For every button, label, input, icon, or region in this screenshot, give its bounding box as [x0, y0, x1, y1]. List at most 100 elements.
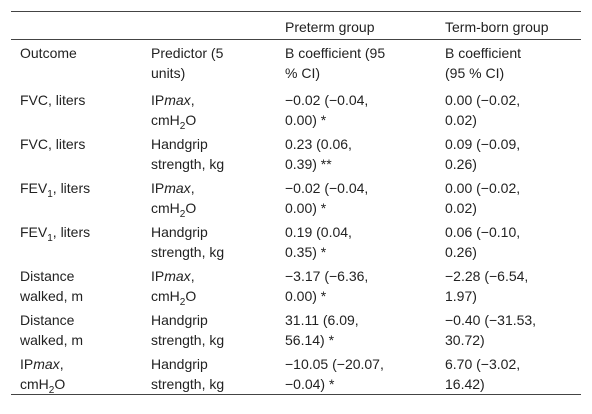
cell-line: 0.00) *: [285, 111, 327, 128]
text-segment: O: [185, 111, 197, 128]
cell-line: strength, kg: [151, 155, 225, 172]
text-segment: 2: [48, 384, 55, 396]
cell-line: (95 % CI): [445, 65, 505, 81]
table-cell: Handgrip strength, kg: [142, 307, 276, 351]
table-cell: −0.02 (−0.04, 0.00) *: [276, 175, 436, 219]
text-segment: O: [185, 199, 197, 216]
table-row: FVC, liters IPmax, cmH2O −0.02 (−0.04, 0.00)…: [11, 87, 581, 132]
cell-line: 0.09 (−0.09,: [445, 135, 521, 152]
table-cell: 0.23 (0.06, 0.39) **: [276, 131, 436, 175]
cell-line: −2.28 (−6.54,: [445, 267, 529, 284]
text-segment: max: [164, 179, 191, 196]
text-segment: 1: [47, 232, 53, 244]
cell-line: strength, kg: [151, 243, 225, 260]
table-cell: −0.40 (−31.53, 30.72): [436, 307, 581, 351]
text-segment: 1: [47, 188, 53, 200]
table-cell: Distance walked, m: [11, 307, 142, 351]
cell-line: strength, kg: [151, 375, 225, 392]
cell-line: 30.72): [445, 331, 485, 348]
text-segment: FEV: [20, 179, 48, 196]
cell-line: Handgrip: [151, 223, 208, 240]
table-cell: IPmax, cmH2O: [142, 87, 276, 132]
text-segment: IP: [151, 267, 165, 284]
cell-line: FEV1, liters: [20, 178, 142, 200]
cell-line: 0.02): [445, 199, 477, 216]
cell-line: −3.17 (−6.36,: [285, 267, 369, 284]
cell-line: FVC, liters: [20, 91, 86, 108]
cell-line: walked, m: [20, 331, 84, 348]
cell-line: 56.14) *: [285, 331, 335, 348]
text-segment: max: [164, 267, 191, 284]
text-segment: max: [33, 355, 60, 372]
cell-line: strength, kg: [151, 331, 225, 348]
cell-line: 0.00) *: [285, 199, 327, 216]
cell-line: Distance: [20, 267, 75, 284]
table-cell: 6.70 (−3.02, 16.42): [436, 351, 581, 395]
table-cell: Handgrip strength, kg: [142, 351, 276, 395]
table-row: FEV1, liters Handgrip strength, kg 0.19 (0.…: [11, 219, 581, 263]
cell-line: IPmax,: [151, 178, 276, 198]
cell-line: 0.23 (0.06,: [285, 135, 352, 152]
table-body: Preterm group Term-born group Outcome Pre…: [11, 11, 581, 396]
text-segment: ,: [190, 267, 195, 284]
table-row: IPmax, cmH2O Handgrip strength, kg −10.05 (−…: [11, 351, 581, 396]
cell-line: 0.35) *: [285, 243, 327, 260]
header-cell: [11, 11, 142, 40]
cell-line: Handgrip: [151, 135, 208, 152]
table-cell: Outcome: [11, 40, 142, 87]
table-cell: −0.02 (−0.04, 0.00) *: [276, 87, 436, 131]
cell-line: 0.26): [445, 155, 477, 172]
text-segment: O: [185, 287, 197, 304]
table-cell: 0.09 (−0.09, 0.26): [436, 131, 581, 175]
table-row: Distance walked, m IPmax, cmH2O −3.17 (−6.36…: [11, 263, 581, 308]
table-row: Outcome Predictor (5 units) B coefficient (…: [11, 40, 581, 87]
table-cell: B coefficient (95 % CI): [436, 40, 581, 87]
text-segment: , liters: [52, 179, 91, 196]
table-cell: Handgrip strength, kg: [142, 131, 276, 175]
text-segment: ,: [190, 91, 195, 108]
cell-line: −0.02 (−0.04,: [285, 91, 369, 108]
text-segment: O: [54, 375, 66, 392]
table-row: Distance walked, m Handgrip strength, kg 31.…: [11, 307, 581, 351]
cell-line: 0.02): [445, 111, 477, 128]
text-segment: , liters: [52, 223, 91, 240]
text-segment: cmH: [151, 287, 180, 304]
cell-line: B coefficient (95: [285, 45, 386, 61]
table-row: FEV1, liters IPmax, cmH2O −0.02 (−0.04, 0.00…: [11, 175, 581, 220]
table-cell: Distance walked, m: [11, 263, 142, 307]
table-cell: IPmax, cmH2O: [142, 175, 276, 220]
cell-line: Outcome: [20, 45, 77, 61]
table-cell: B coefficient (95 % CI): [276, 40, 436, 87]
table-cell: IPmax, cmH2O: [142, 263, 276, 308]
cell-line: 0.39) **: [285, 155, 332, 172]
text-segment: max: [164, 91, 191, 108]
table-cell: 0.19 (0.04, 0.35) *: [276, 219, 436, 263]
text-segment: cmH: [151, 199, 180, 216]
cell-line: 0.06 (−0.10,: [445, 223, 521, 240]
cell-line: cmH2O: [20, 374, 142, 396]
cell-line: −10.05 (−20.07,: [285, 355, 384, 372]
cell-line: cmH2O: [151, 198, 276, 220]
cell-line: 0.26): [445, 243, 477, 260]
cell-line: IPmax,: [151, 90, 276, 110]
header-cell: Term-born group: [436, 11, 581, 40]
cell-line: Predictor (5: [151, 45, 224, 61]
table-cell: 0.00 (−0.02, 0.02): [436, 87, 581, 131]
text-segment: IP: [151, 91, 165, 108]
text-segment: cmH: [151, 111, 180, 128]
cell-line: 0.19 (0.04,: [285, 223, 352, 240]
cell-line: 0.00 (−0.02,: [445, 91, 521, 108]
table-cell: 0.06 (−0.10, 0.26): [436, 219, 581, 263]
cell-line: IPmax,: [151, 266, 276, 286]
table-cell: −3.17 (−6.36, 0.00) *: [276, 263, 436, 307]
cell-line: cmH2O: [151, 110, 276, 132]
cell-line: 16.42): [445, 375, 485, 392]
cell-line: −0.02 (−0.04,: [285, 179, 369, 196]
header-cell: Preterm group: [276, 11, 436, 40]
cell-line: 0.00 (−0.02,: [445, 179, 521, 196]
cell-line: IPmax,: [20, 354, 142, 374]
header-row: Preterm group Term-born group: [11, 11, 581, 40]
table-row: FVC, liters Handgrip strength, kg 0.23 (0.0…: [11, 131, 581, 175]
cell-line: FVC, liters: [20, 135, 86, 152]
